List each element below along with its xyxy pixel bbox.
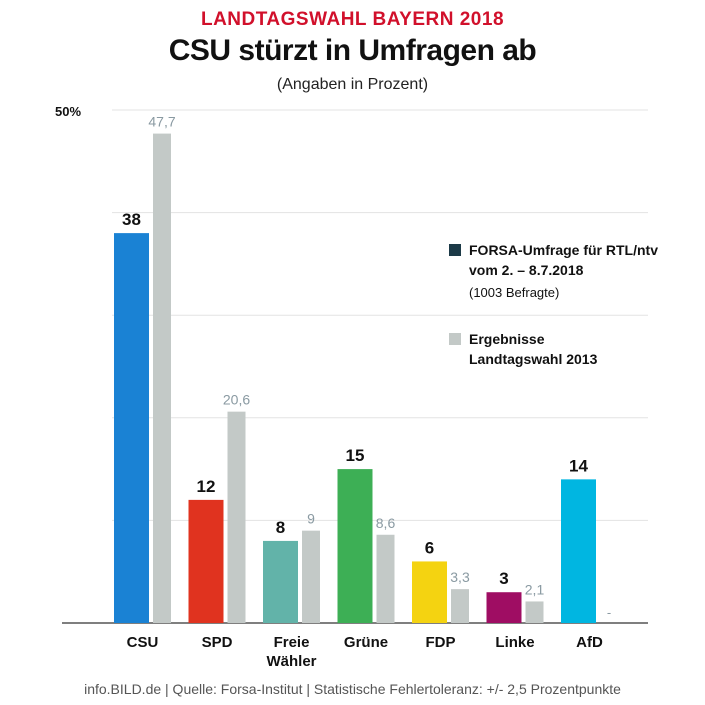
label-forsa-3: 15 (346, 446, 365, 465)
bar-forsa-3 (337, 469, 373, 623)
category-label-5: Linke (495, 634, 534, 651)
chart-title: CSU stürzt in Umfragen ab (168, 34, 537, 67)
label-forsa-1: 12 (197, 477, 216, 496)
label-2013-4: 3,3 (450, 569, 470, 585)
bar-forsa-0 (114, 233, 149, 623)
bar-2013-3 (376, 534, 395, 623)
category-label-1: SPD (202, 634, 233, 651)
legend-results-line1: Ergebnisse (469, 331, 545, 347)
label-2013-5: 2,1 (525, 581, 545, 597)
legend-forsa-line2: vom 2. – 8.7.2018 (469, 262, 584, 278)
bar-forsa-1 (188, 499, 224, 623)
label-2013-3: 8,6 (376, 515, 396, 531)
legend-results-swatch (449, 333, 461, 345)
label-forsa-4: 6 (425, 538, 434, 557)
y-axis-max-label: 50% (55, 104, 81, 119)
chart-kicker: LANDTAGSWAHL BAYERN 2018 (200, 9, 505, 30)
label-2013-2: 9 (307, 511, 315, 527)
legend-forsa-swatch (449, 244, 461, 256)
legend-results-line2: Landtagswahl 2013 (469, 351, 598, 367)
category-label-2-line0: Freie (274, 634, 310, 651)
bar-forsa-2 (263, 540, 298, 623)
chart-subtitle: (Angaben in Prozent) (276, 76, 429, 93)
label-2013-6: - (607, 605, 611, 620)
legend-forsa-note: (1003 Befragte) (469, 285, 560, 300)
label-2013-0: 47,7 (148, 114, 175, 130)
bar-2013-1 (227, 411, 246, 623)
bar-2013-5 (525, 601, 544, 623)
label-forsa-6: 14 (569, 456, 588, 475)
category-label-3: Grüne (344, 634, 388, 651)
category-label-4: FDP (426, 634, 456, 651)
category-label-0: CSU (127, 634, 159, 651)
bar-2013-0 (153, 133, 171, 623)
bar-2013-4 (451, 589, 469, 623)
label-forsa-2: 8 (276, 518, 285, 537)
bar-2013-2 (302, 530, 320, 623)
label-forsa-5: 3 (499, 569, 508, 588)
legend-forsa-line1: FORSA-Umfrage für RTL/ntv (469, 242, 658, 258)
bar-forsa-6 (561, 479, 596, 623)
footer-source: info.BILD.de | Quelle: Forsa-Institut | … (84, 681, 621, 697)
bar-forsa-4 (412, 561, 447, 623)
bar-forsa-5 (486, 592, 522, 623)
label-2013-1: 20,6 (223, 392, 250, 408)
category-label-6: AfD (576, 634, 603, 651)
label-forsa-0: 38 (122, 210, 141, 229)
category-label-2-line1: Wähler (266, 653, 316, 670)
